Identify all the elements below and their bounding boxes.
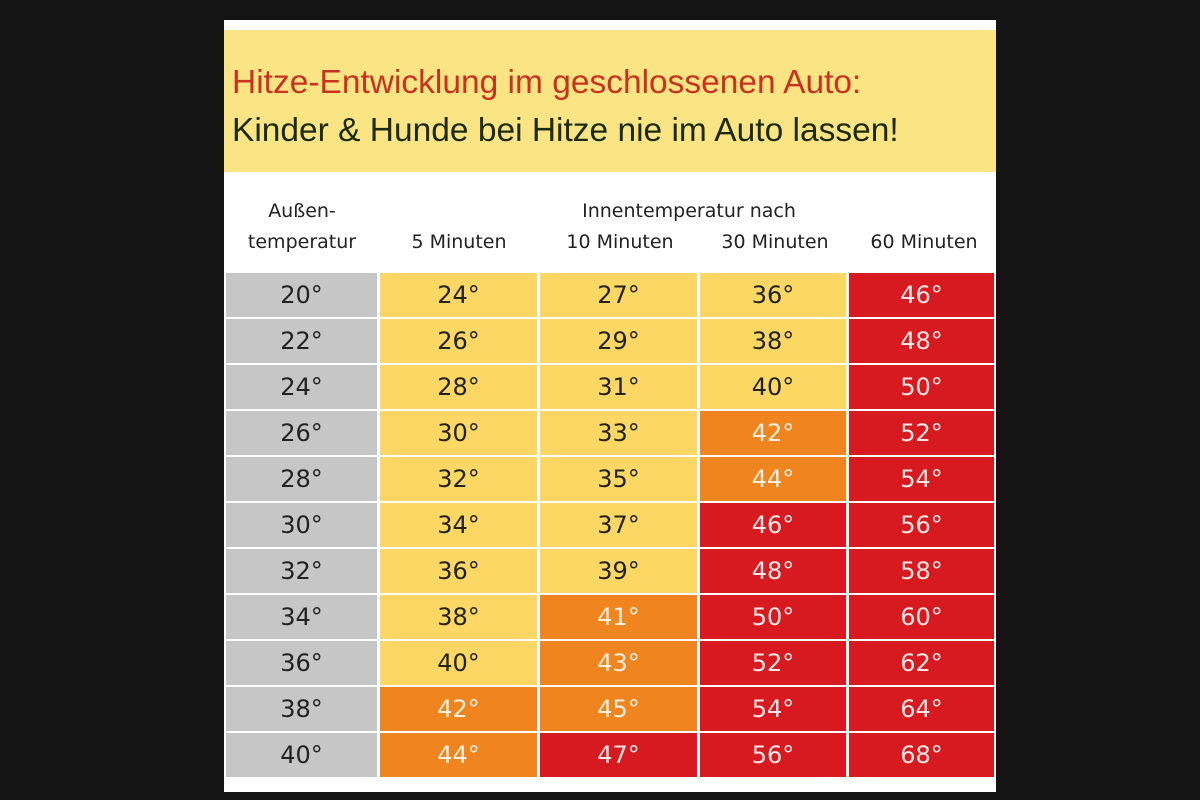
table-row: 20° 24° 27° 36° 46° — [226, 273, 996, 319]
inside-temp-cell: 34° — [380, 503, 537, 547]
outside-temp-cell: 28° — [226, 457, 377, 501]
inside-temp-cell: 50° — [849, 365, 994, 409]
inside-temp-cell: 64° — [849, 687, 994, 731]
inside-temp-cell: 44° — [380, 733, 537, 777]
table-row: 28° 32° 35° 44° 54° — [226, 457, 996, 503]
inside-temp-cell: 54° — [700, 687, 846, 731]
inside-temp-cell: 41° — [540, 595, 697, 639]
inside-temp-cell: 52° — [849, 411, 994, 455]
outside-temp-cell: 30° — [226, 503, 377, 547]
table-row: 40° 44° 47° 56° 68° — [226, 733, 996, 779]
outside-temp-cell: 40° — [226, 733, 377, 777]
inside-temp-cell: 28° — [380, 365, 537, 409]
inside-temp-cell: 47° — [540, 733, 697, 777]
header-col-10min: 10 Minuten — [566, 231, 674, 253]
header-col-5min: 5 Minuten — [411, 231, 507, 253]
inside-temp-cell: 52° — [700, 641, 846, 685]
table-row: 32° 36° 39° 48° 58° — [226, 549, 996, 595]
header-outside-line2: temperatur — [247, 231, 357, 253]
inside-temp-cell: 30° — [380, 411, 537, 455]
table-row: 22° 26° 29° 38° 48° — [226, 319, 996, 365]
inside-temp-cell: 36° — [380, 549, 537, 593]
title-subheading: Kinder & Hunde bei Hitze nie im Auto las… — [232, 112, 899, 149]
inside-temp-cell: 37° — [540, 503, 697, 547]
outside-temp-cell: 26° — [226, 411, 377, 455]
inside-temp-cell: 60° — [849, 595, 994, 639]
header-inside-group: Innentemperatur nach — [582, 200, 796, 222]
inside-temp-cell: 58° — [849, 549, 994, 593]
header-col-60min: 60 Minuten — [870, 231, 978, 253]
inside-temp-cell: 36° — [700, 273, 846, 317]
inside-temp-cell: 27° — [540, 273, 697, 317]
infographic-card: Hitze-Entwicklung im geschlossenen Auto:… — [224, 20, 996, 792]
inside-temp-cell: 38° — [380, 595, 537, 639]
header-outside-line1: Außen- — [268, 200, 336, 222]
inside-temp-cell: 40° — [700, 365, 846, 409]
table-row: 26° 30° 33° 42° 52° — [226, 411, 996, 457]
table-row: 34° 38° 41° 50° 60° — [226, 595, 996, 641]
inside-temp-cell: 35° — [540, 457, 697, 501]
inside-temp-cell: 40° — [380, 641, 537, 685]
inside-temp-cell: 42° — [700, 411, 846, 455]
table-row: 24° 28° 31° 40° 50° — [226, 365, 996, 411]
outside-temp-cell: 38° — [226, 687, 377, 731]
inside-temp-cell: 29° — [540, 319, 697, 363]
inside-temp-cell: 26° — [380, 319, 537, 363]
inside-temp-cell: 56° — [700, 733, 846, 777]
inside-temp-cell: 56° — [849, 503, 994, 547]
inside-temp-cell: 48° — [700, 549, 846, 593]
outside-temp-cell: 32° — [226, 549, 377, 593]
temperature-table: 20° 24° 27° 36° 46° 22° 26° 29° 38° 48° 24° 28° 31° 4… — [226, 273, 996, 779]
inside-temp-cell: 46° — [849, 273, 994, 317]
title-heading: Hitze-Entwicklung im geschlossenen Auto: — [232, 64, 862, 101]
inside-temp-cell: 50° — [700, 595, 846, 639]
inside-temp-cell: 24° — [380, 273, 537, 317]
outside-temp-cell: 24° — [226, 365, 377, 409]
inside-temp-cell: 43° — [540, 641, 697, 685]
inside-temp-cell: 46° — [700, 503, 846, 547]
inside-temp-cell: 39° — [540, 549, 697, 593]
inside-temp-cell: 42° — [380, 687, 537, 731]
inside-temp-cell: 54° — [849, 457, 994, 501]
inside-temp-cell: 33° — [540, 411, 697, 455]
title-banner: Hitze-Entwicklung im geschlossenen Auto:… — [224, 30, 996, 172]
inside-temp-cell: 44° — [700, 457, 846, 501]
outside-temp-cell: 22° — [226, 319, 377, 363]
table-row: 38° 42° 45° 54° 64° — [226, 687, 996, 733]
inside-temp-cell: 48° — [849, 319, 994, 363]
inside-temp-cell: 68° — [849, 733, 994, 777]
outside-temp-cell: 34° — [226, 595, 377, 639]
outside-temp-cell: 20° — [226, 273, 377, 317]
table-row: 30° 34° 37° 46° 56° — [226, 503, 996, 549]
table-row: 36° 40° 43° 52° 62° — [226, 641, 996, 687]
inside-temp-cell: 45° — [540, 687, 697, 731]
header-col-30min: 30 Minuten — [721, 231, 829, 253]
inside-temp-cell: 31° — [540, 365, 697, 409]
outside-temp-cell: 36° — [226, 641, 377, 685]
inside-temp-cell: 38° — [700, 319, 846, 363]
inside-temp-cell: 32° — [380, 457, 537, 501]
inside-temp-cell: 62° — [849, 641, 994, 685]
